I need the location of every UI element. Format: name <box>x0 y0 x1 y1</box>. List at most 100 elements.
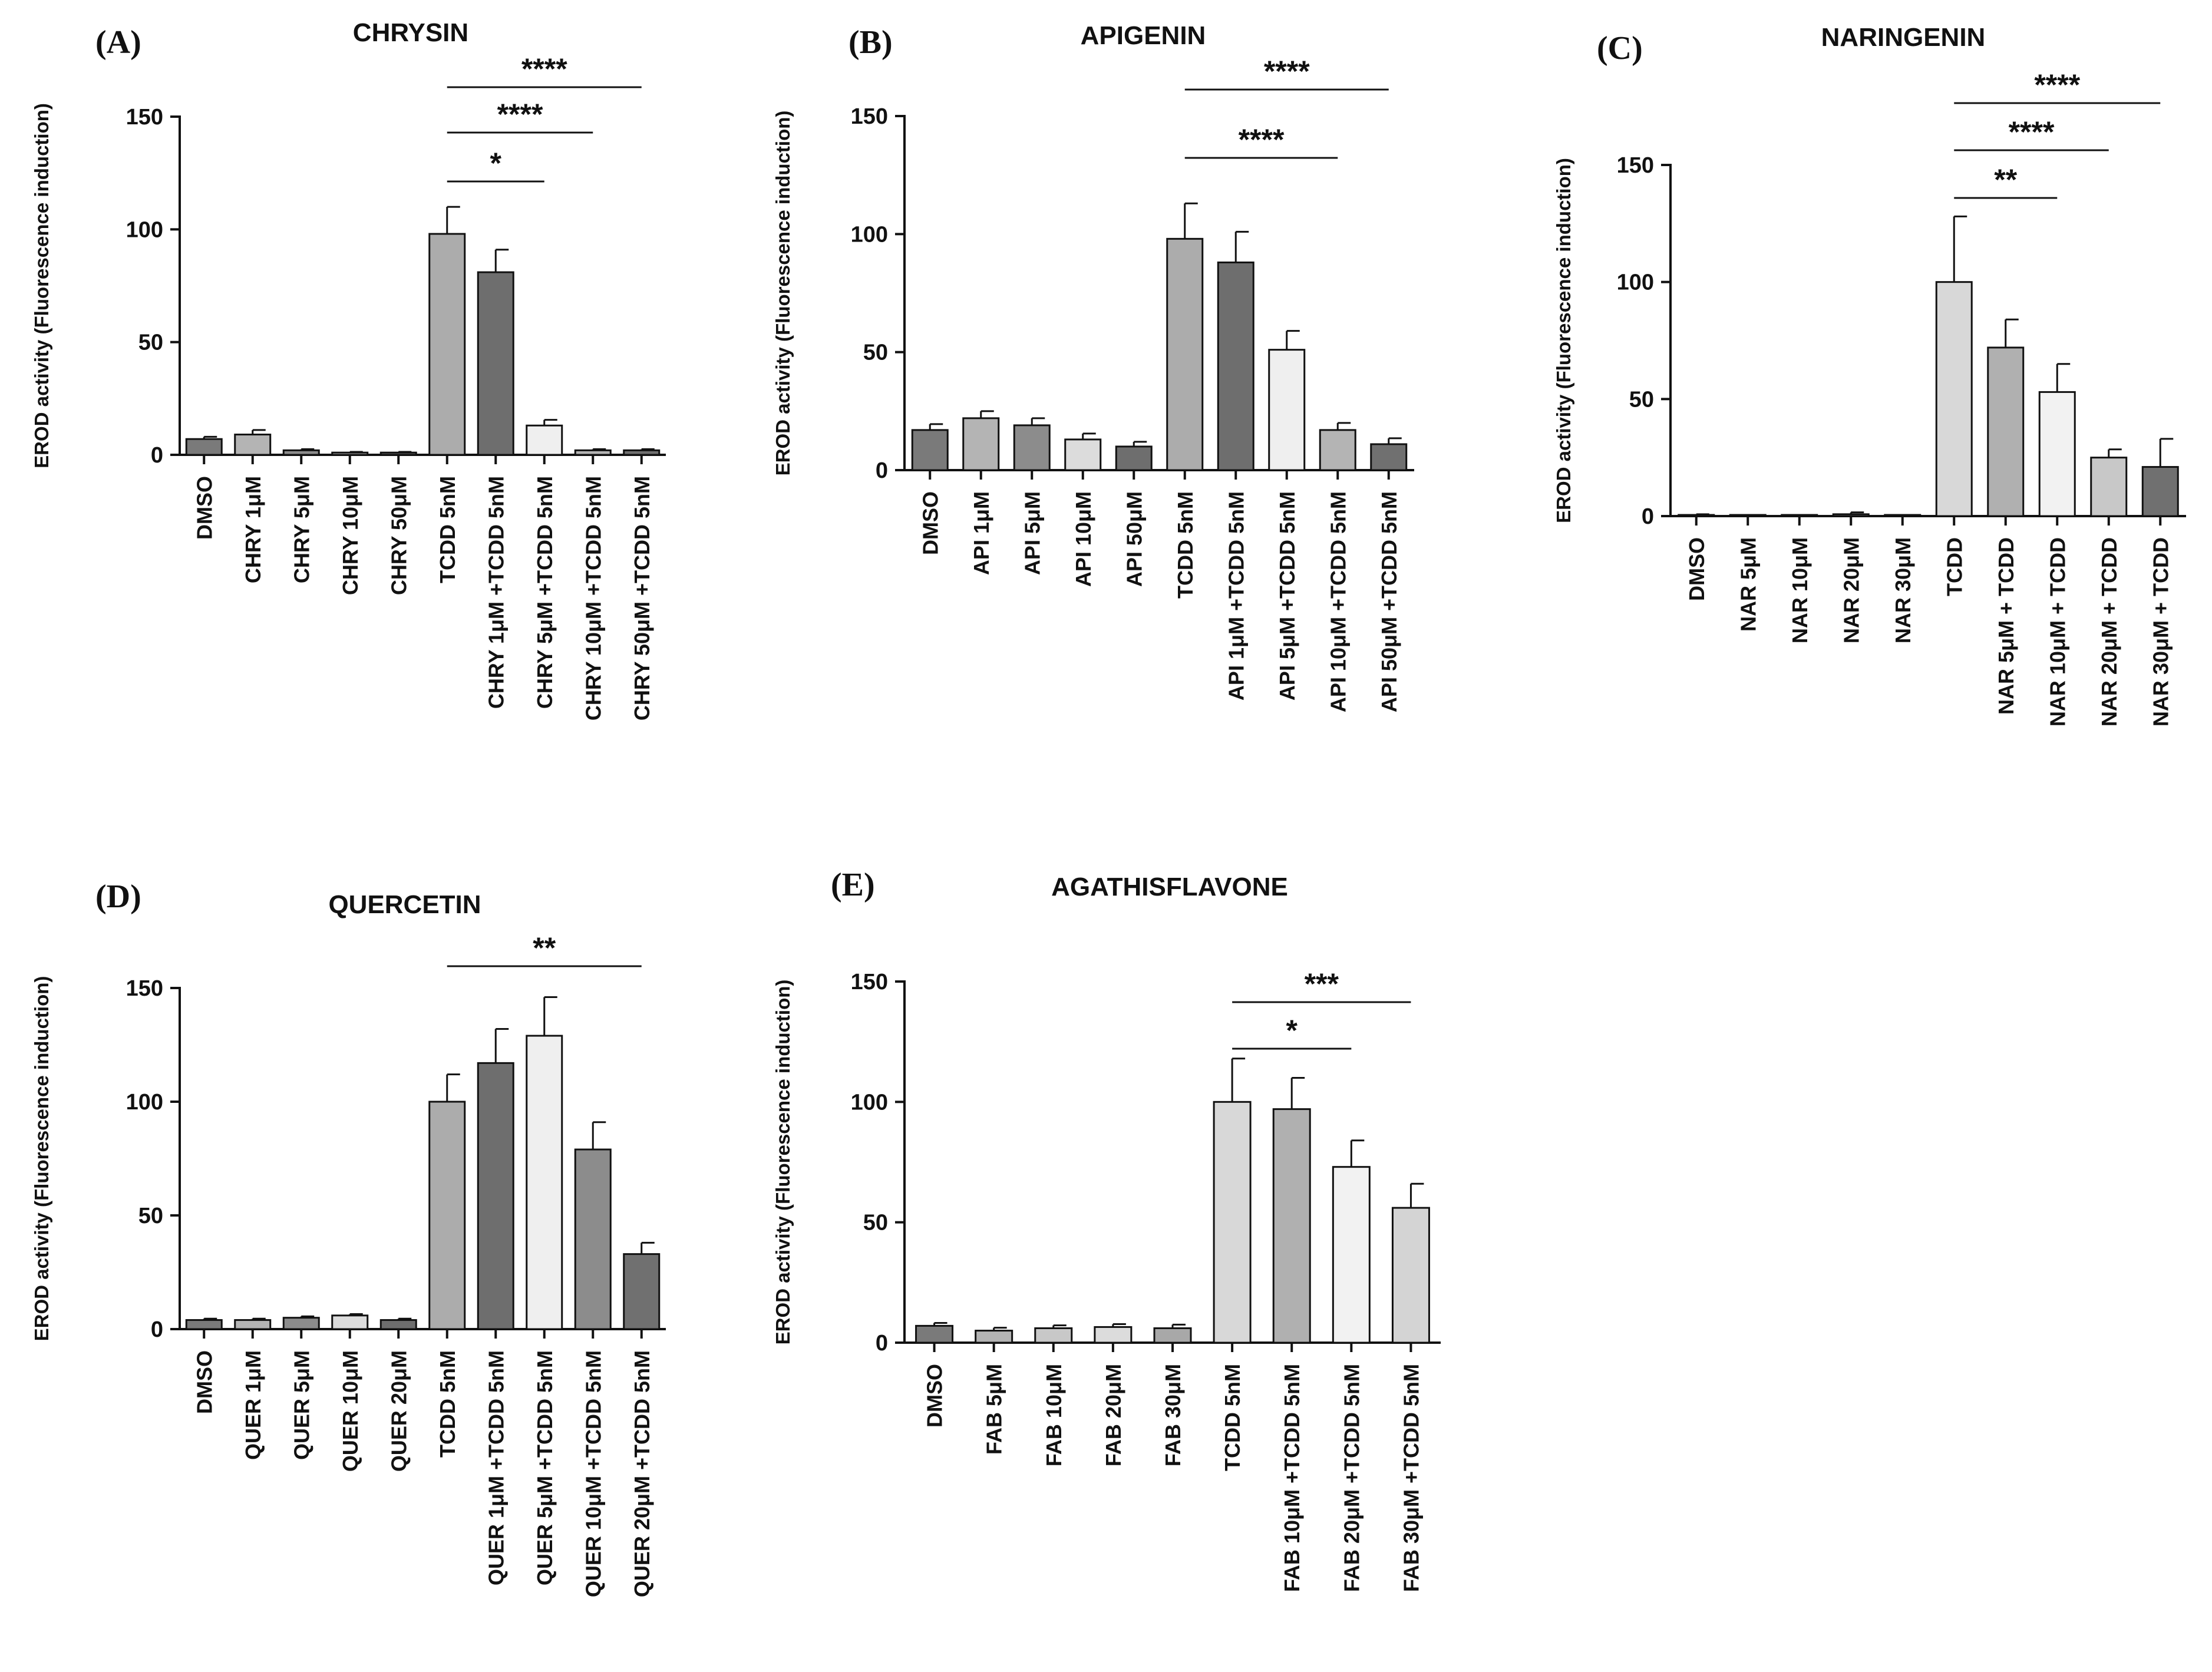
x-tick-label: QUER 20μM <box>387 1350 411 1472</box>
x-tick-label: FAB 5μM <box>982 1364 1006 1455</box>
x-tick-label: FAB 20μM +TCDD 5nM <box>1339 1364 1363 1592</box>
y-tick-label: 150 <box>126 976 163 1001</box>
x-tick-label: DMSO <box>1685 537 1709 601</box>
bar <box>623 1253 661 1330</box>
x-tick-label: DMSO <box>918 491 942 555</box>
significance-label: **** <box>497 98 543 131</box>
bar <box>1064 438 1102 471</box>
x-tick-label: FAB 10μM <box>1042 1364 1066 1466</box>
bar <box>526 424 563 456</box>
x-tick-label: CHRY 1μM +TCDD 5nM <box>484 476 508 709</box>
x-tick-label: NAR 10μM <box>1788 537 1812 643</box>
bar <box>379 1319 417 1330</box>
x-tick-label: FAB 30μM <box>1161 1364 1185 1466</box>
x-tick-label: NAR 5μM <box>1736 537 1760 632</box>
bar <box>282 449 320 456</box>
bar <box>428 1101 466 1330</box>
x-tick-label: QUER 20μM +TCDD 5nM <box>630 1350 654 1597</box>
bar <box>975 1330 1013 1344</box>
x-tick-label: CHRY 10μM <box>338 476 362 595</box>
bar <box>2038 391 2076 517</box>
x-tick-label: API 1μM <box>969 491 993 575</box>
bar <box>1013 424 1051 471</box>
chart-title: APIGENIN <box>1081 21 1206 50</box>
y-tick-label: 50 <box>138 1204 163 1228</box>
x-tick-label: NAR 30μM <box>1891 537 1915 643</box>
x-tick-label: API 10μM +TCDD 5nM <box>1326 491 1350 712</box>
bar <box>1094 1326 1133 1344</box>
x-tick-label: FAB 30μM +TCDD 5nM <box>1399 1364 1423 1592</box>
bar <box>911 429 949 471</box>
bar <box>379 451 417 456</box>
significance-label: **** <box>521 52 567 85</box>
bar <box>1332 1166 1371 1344</box>
bar <box>2090 457 2128 517</box>
chart-panel-1: (A) CHRYSIN EROD activity (Fluorescence in… <box>31 18 666 721</box>
y-tick-label: 50 <box>863 341 888 365</box>
x-tick-label: API 10μM <box>1071 491 1095 587</box>
x-tick-label: API 1μM +TCDD 5nM <box>1224 491 1248 700</box>
bar <box>574 1148 612 1330</box>
chart-title: CHRYSIN <box>353 18 468 47</box>
x-tick-label: NAR 10μM + TCDD <box>2045 537 2069 726</box>
y-tick-label: 100 <box>126 217 163 242</box>
y-tick-label: 0 <box>1642 504 1654 529</box>
bar <box>574 449 612 456</box>
y-tick-label: 100 <box>1617 270 1654 295</box>
x-tick-label: CHRY 50μM +TCDD 5nM <box>630 476 654 721</box>
x-tick-label: QUER 1μM +TCDD 5nM <box>484 1350 508 1585</box>
x-tick-label: CHRY 5μM +TCDD 5nM <box>533 476 557 709</box>
chart-panel-3: (C) NARINGENIN EROD activity (Fluorescence… <box>1553 23 2186 726</box>
x-tick-label: QUER 10μM <box>338 1350 362 1472</box>
bar <box>1217 261 1254 471</box>
bar <box>1319 429 1356 471</box>
y-tick-label: 100 <box>126 1090 163 1115</box>
x-tick-label: CHRY 50μM <box>387 476 411 595</box>
panel-label: (A) <box>95 24 141 61</box>
x-tick-label: CHRY 1μM <box>241 476 265 583</box>
bar <box>1987 346 2025 517</box>
bar <box>1153 1327 1192 1344</box>
x-tick-label: NAR 20μM + TCDD <box>2097 537 2121 726</box>
y-tick-label: 0 <box>876 1331 888 1356</box>
x-tick-label: QUER 5μM +TCDD 5nM <box>533 1350 557 1585</box>
bar <box>1370 443 1408 471</box>
bar <box>331 451 369 456</box>
x-tick-label: QUER 1μM <box>241 1350 265 1460</box>
bar <box>185 1319 223 1330</box>
x-tick-label: API 5μM <box>1020 491 1044 575</box>
y-tick-label: 150 <box>1617 153 1654 178</box>
y-axis-label: EROD activity (Fluorescence induction) <box>31 103 52 468</box>
x-tick-label: API 50μM <box>1122 491 1146 587</box>
significance-label: * <box>1286 1014 1298 1047</box>
y-tick-label: 100 <box>851 1090 888 1115</box>
x-tick-label: CHRY 10μM +TCDD 5nM <box>581 476 605 721</box>
bar <box>623 449 661 456</box>
x-tick-label: FAB 10μM +TCDD 5nM <box>1280 1364 1304 1592</box>
x-tick-label: NAR 30μM + TCDD <box>2148 537 2173 726</box>
x-tick-label: DMSO <box>923 1364 947 1428</box>
x-tick-label: API 50μM +TCDD 5nM <box>1377 491 1401 712</box>
bar <box>428 233 466 456</box>
y-tick-label: 50 <box>138 331 163 355</box>
significance-label: *** <box>1305 967 1339 1000</box>
x-tick-label: FAB 20μM <box>1101 1364 1125 1466</box>
significance-label: **** <box>2009 115 2055 148</box>
y-tick-label: 50 <box>1629 387 1654 412</box>
y-tick-label: 0 <box>876 458 888 483</box>
bar <box>234 1319 272 1330</box>
chart-panel-5: (E) AGATHISFLAVONE EROD activity (Fluoresc… <box>772 867 1441 1592</box>
x-tick-label: DMSO <box>192 1350 216 1414</box>
significance-label: **** <box>2034 68 2080 101</box>
y-tick-label: 50 <box>863 1211 888 1235</box>
x-tick-label: TCDD 5nM <box>435 476 460 583</box>
bar <box>1935 281 1973 517</box>
x-tick-label: QUER 5μM <box>289 1350 313 1460</box>
significance-label: **** <box>1264 55 1310 88</box>
y-tick-label: 150 <box>851 104 888 129</box>
x-tick-label: TCDD 5nM <box>435 1350 460 1458</box>
bar <box>1272 1108 1311 1344</box>
chart-title: NARINGENIN <box>1821 23 1986 52</box>
y-axis-label: EROD activity (Fluorescence induction) <box>1553 158 1574 523</box>
